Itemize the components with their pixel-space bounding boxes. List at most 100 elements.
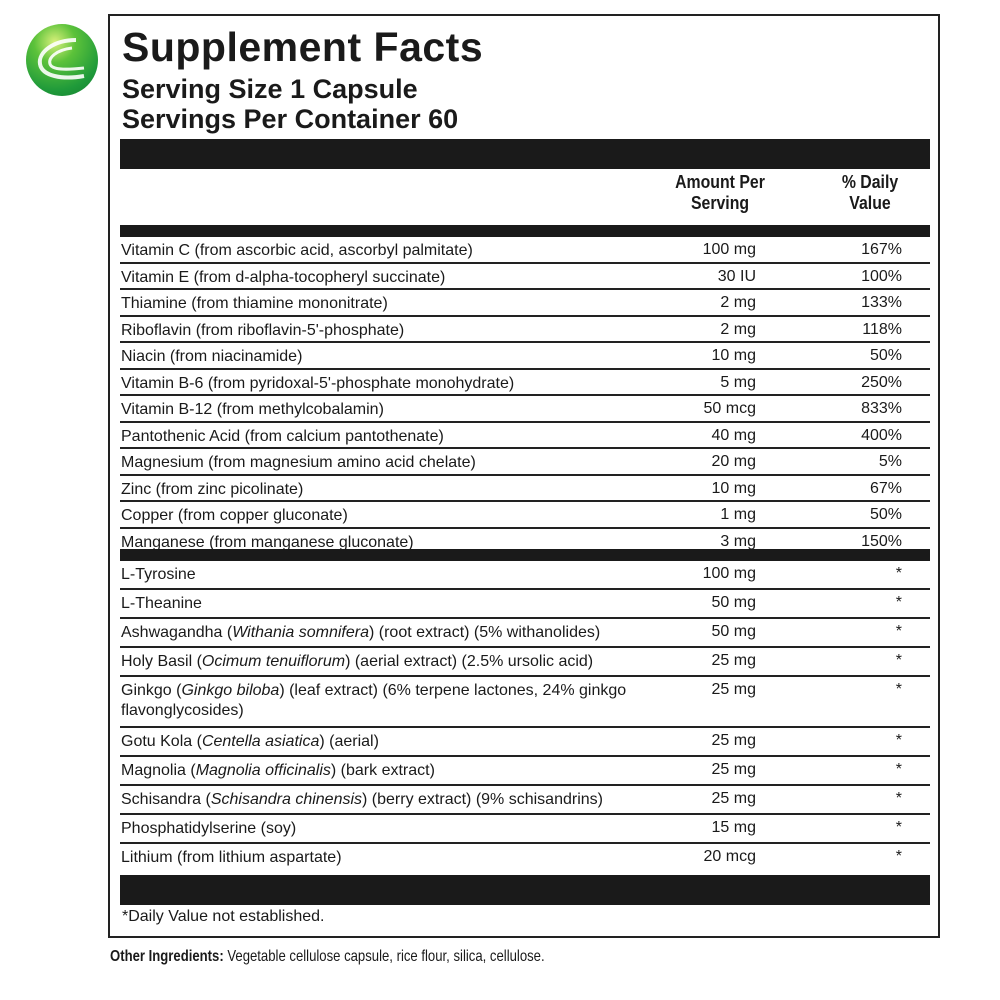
daily-value: 833% (861, 400, 902, 417)
daily-value: * (895, 732, 902, 749)
supplement-facts-panel: Supplement Facts Serving Size 1 Capsule … (108, 14, 940, 938)
amount: 40 mg (711, 426, 756, 444)
botanical-name: Ocimum tenuiflorum (201, 653, 346, 670)
ingredient-name: Holy Basil (Ocimum tenuiflorum) (aerial … (121, 652, 681, 672)
divider-bar (120, 875, 930, 905)
other-ingredients-text: Vegetable cellulose capsule, rice flour,… (223, 948, 545, 965)
other-ingredients: Other Ingredients: Vegetable cellulose c… (110, 948, 545, 966)
daily-value: * (895, 652, 902, 669)
amount: 25 mg (711, 652, 756, 669)
amount: 5 mg (720, 373, 756, 391)
dv-header: % Daily Value (841, 172, 899, 213)
ingredient-name: L-Theanine (121, 594, 681, 614)
ingredient-name: Phosphatidylserine (soy) (121, 819, 681, 839)
ingredient-name-prefix: Schisandra ( (121, 791, 211, 808)
daily-value: * (895, 623, 902, 640)
ingredient-name-prefix: Lithium (from lithium aspartate) (121, 849, 342, 866)
ingredient-name-prefix: Ashwagandha ( (121, 624, 233, 641)
ingredient-name: L-Tyrosine (121, 565, 681, 585)
nutrient-name: Manganese (from manganese gluconate) (121, 533, 414, 551)
ingredient-row: Phosphatidylserine (soy) 15 mg * (120, 815, 930, 844)
ingredient-name-prefix: Gotu Kola ( (121, 733, 202, 750)
botanical-name: Withania somnifera (232, 624, 369, 641)
ingredient-row: Holy Basil (Ocimum tenuiflorum) (aerial … (120, 648, 930, 677)
nutrient-name: Vitamin E (from d-alpha-tocopheryl succi… (121, 268, 446, 286)
botanical-name: Magnolia officinalis (195, 762, 331, 779)
nutrient-name: Vitamin C (from ascorbic acid, ascorbyl … (121, 242, 473, 259)
ingredient-row: L-Tyrosine 100 mg * (120, 561, 930, 590)
nutrient-name: Pantothenic Acid (from calcium pantothen… (121, 427, 444, 445)
nutrient-name: Magnesium (from magnesium amino acid che… (121, 454, 476, 471)
ingredient-name-suffix: ) (aerial extract) (2.5% ursolic acid) (345, 653, 594, 670)
nutrient-name: Niacin (from niacinamide) (121, 348, 303, 365)
amount: 100 mg (702, 565, 756, 582)
daily-value: * (895, 594, 902, 611)
ingredient-name-prefix: Holy Basil ( (121, 653, 202, 670)
nutrient-row: Vitamin C (from ascorbic acid, ascorbyl … (120, 237, 930, 264)
daily-value: 100% (861, 267, 902, 285)
other-ingredients-label: Other Ingredients: (110, 948, 224, 965)
amount: 20 mg (711, 453, 756, 470)
amount: 20 mcg (703, 848, 756, 865)
amount: 15 mg (711, 819, 756, 836)
daily-value: 133% (861, 294, 902, 311)
ingredient-name-suffix: ) (root extract) (5% withanolides) (369, 624, 601, 641)
amount: 50 mg (711, 594, 756, 611)
amount: 30 IU (717, 267, 756, 285)
nutrient-row: Zinc (from zinc picolinate) 10 mg 67% (120, 476, 930, 502)
daily-value: * (895, 819, 902, 836)
nutrient-row: Vitamin B-6 (from pyridoxal-5'-phosphate… (120, 370, 930, 396)
nutrient-name: Thiamine (from thiamine mononitrate) (121, 295, 388, 312)
daily-value: 67% (869, 479, 902, 497)
ingredient-name: Gotu Kola (Centella asiatica) (aerial) (121, 732, 681, 752)
daily-value: 50% (869, 506, 902, 523)
ingredient-name-prefix: L-Theanine (121, 595, 202, 612)
botanical-name: Ginkgo biloba (181, 682, 280, 699)
panel-title: Supplement Facts (122, 24, 484, 70)
ingredient-row: Lithium (from lithium aspartate) 20 mcg * (120, 844, 930, 873)
nutrient-name: Copper (from copper gluconate) (121, 507, 348, 524)
divider-bar (120, 139, 930, 169)
amount: 1 mg (720, 506, 756, 523)
nutrient-row: Magnesium (from magnesium amino acid che… (120, 449, 930, 476)
daily-value: 118% (862, 320, 902, 338)
amount: 25 mg (711, 790, 756, 807)
ingredient-row: Gotu Kola (Centella asiatica) (aerial) 25… (120, 728, 930, 757)
amount: 25 mg (711, 732, 756, 749)
amount: 2 mg (720, 320, 756, 338)
brand-logo (26, 24, 98, 96)
servings-per-container: Servings Per Container 60 (122, 104, 459, 134)
nutrient-row: Riboflavin (from riboflavin-5'-phosphate… (120, 317, 930, 343)
ingredient-name: Schisandra (Schisandra chinensis) (berry… (121, 790, 681, 810)
nutrient-row: Niacin (from niacinamide) 10 mg 50% (120, 343, 930, 370)
footnote: *Daily Value not established. (122, 908, 325, 925)
nutrient-name: Vitamin B-6 (from pyridoxal-5'-phosphate… (121, 374, 515, 392)
ingredient-row: Ashwagandha (Withania somnifera) (root e… (120, 619, 930, 648)
amount-header: Amount Per Serving (675, 172, 765, 213)
daily-value: 400% (861, 426, 902, 444)
ingredient-name-suffix: ) (bark extract) (330, 762, 435, 779)
ingredient-row: L-Theanine 50 mg * (120, 590, 930, 619)
daily-value: * (895, 848, 902, 865)
ingredient-row: Schisandra (Schisandra chinensis) (berry… (120, 786, 930, 815)
daily-value: 5% (878, 453, 902, 470)
amount: 25 mg (711, 761, 756, 778)
amount: 3 mg (720, 532, 756, 550)
amount: 50 mg (711, 623, 756, 640)
ingredient-name-prefix: L-Tyrosine (121, 566, 196, 583)
nutrient-row: Vitamin E (from d-alpha-tocopheryl succi… (120, 264, 930, 290)
amount: 10 mg (711, 347, 756, 364)
daily-value: * (895, 790, 902, 807)
daily-value: * (895, 681, 902, 698)
nutrient-row: Thiamine (from thiamine mononitrate) 2 mg… (120, 290, 930, 317)
amount: 50 mcg (703, 400, 756, 417)
nutrient-name: Riboflavin (from riboflavin-5'-phosphate… (121, 321, 405, 339)
amount: 2 mg (720, 294, 756, 311)
nutrient-name: Vitamin B-12 (from methylcobalamin) (121, 401, 384, 418)
botanical-name: Schisandra chinensis (210, 791, 363, 808)
serving-size: Serving Size 1 Capsule (122, 74, 418, 104)
amount: 25 mg (711, 681, 756, 698)
daily-value: 50% (869, 347, 902, 364)
ingredient-name: Lithium (from lithium aspartate) (121, 848, 681, 868)
daily-value: 150% (861, 532, 902, 550)
